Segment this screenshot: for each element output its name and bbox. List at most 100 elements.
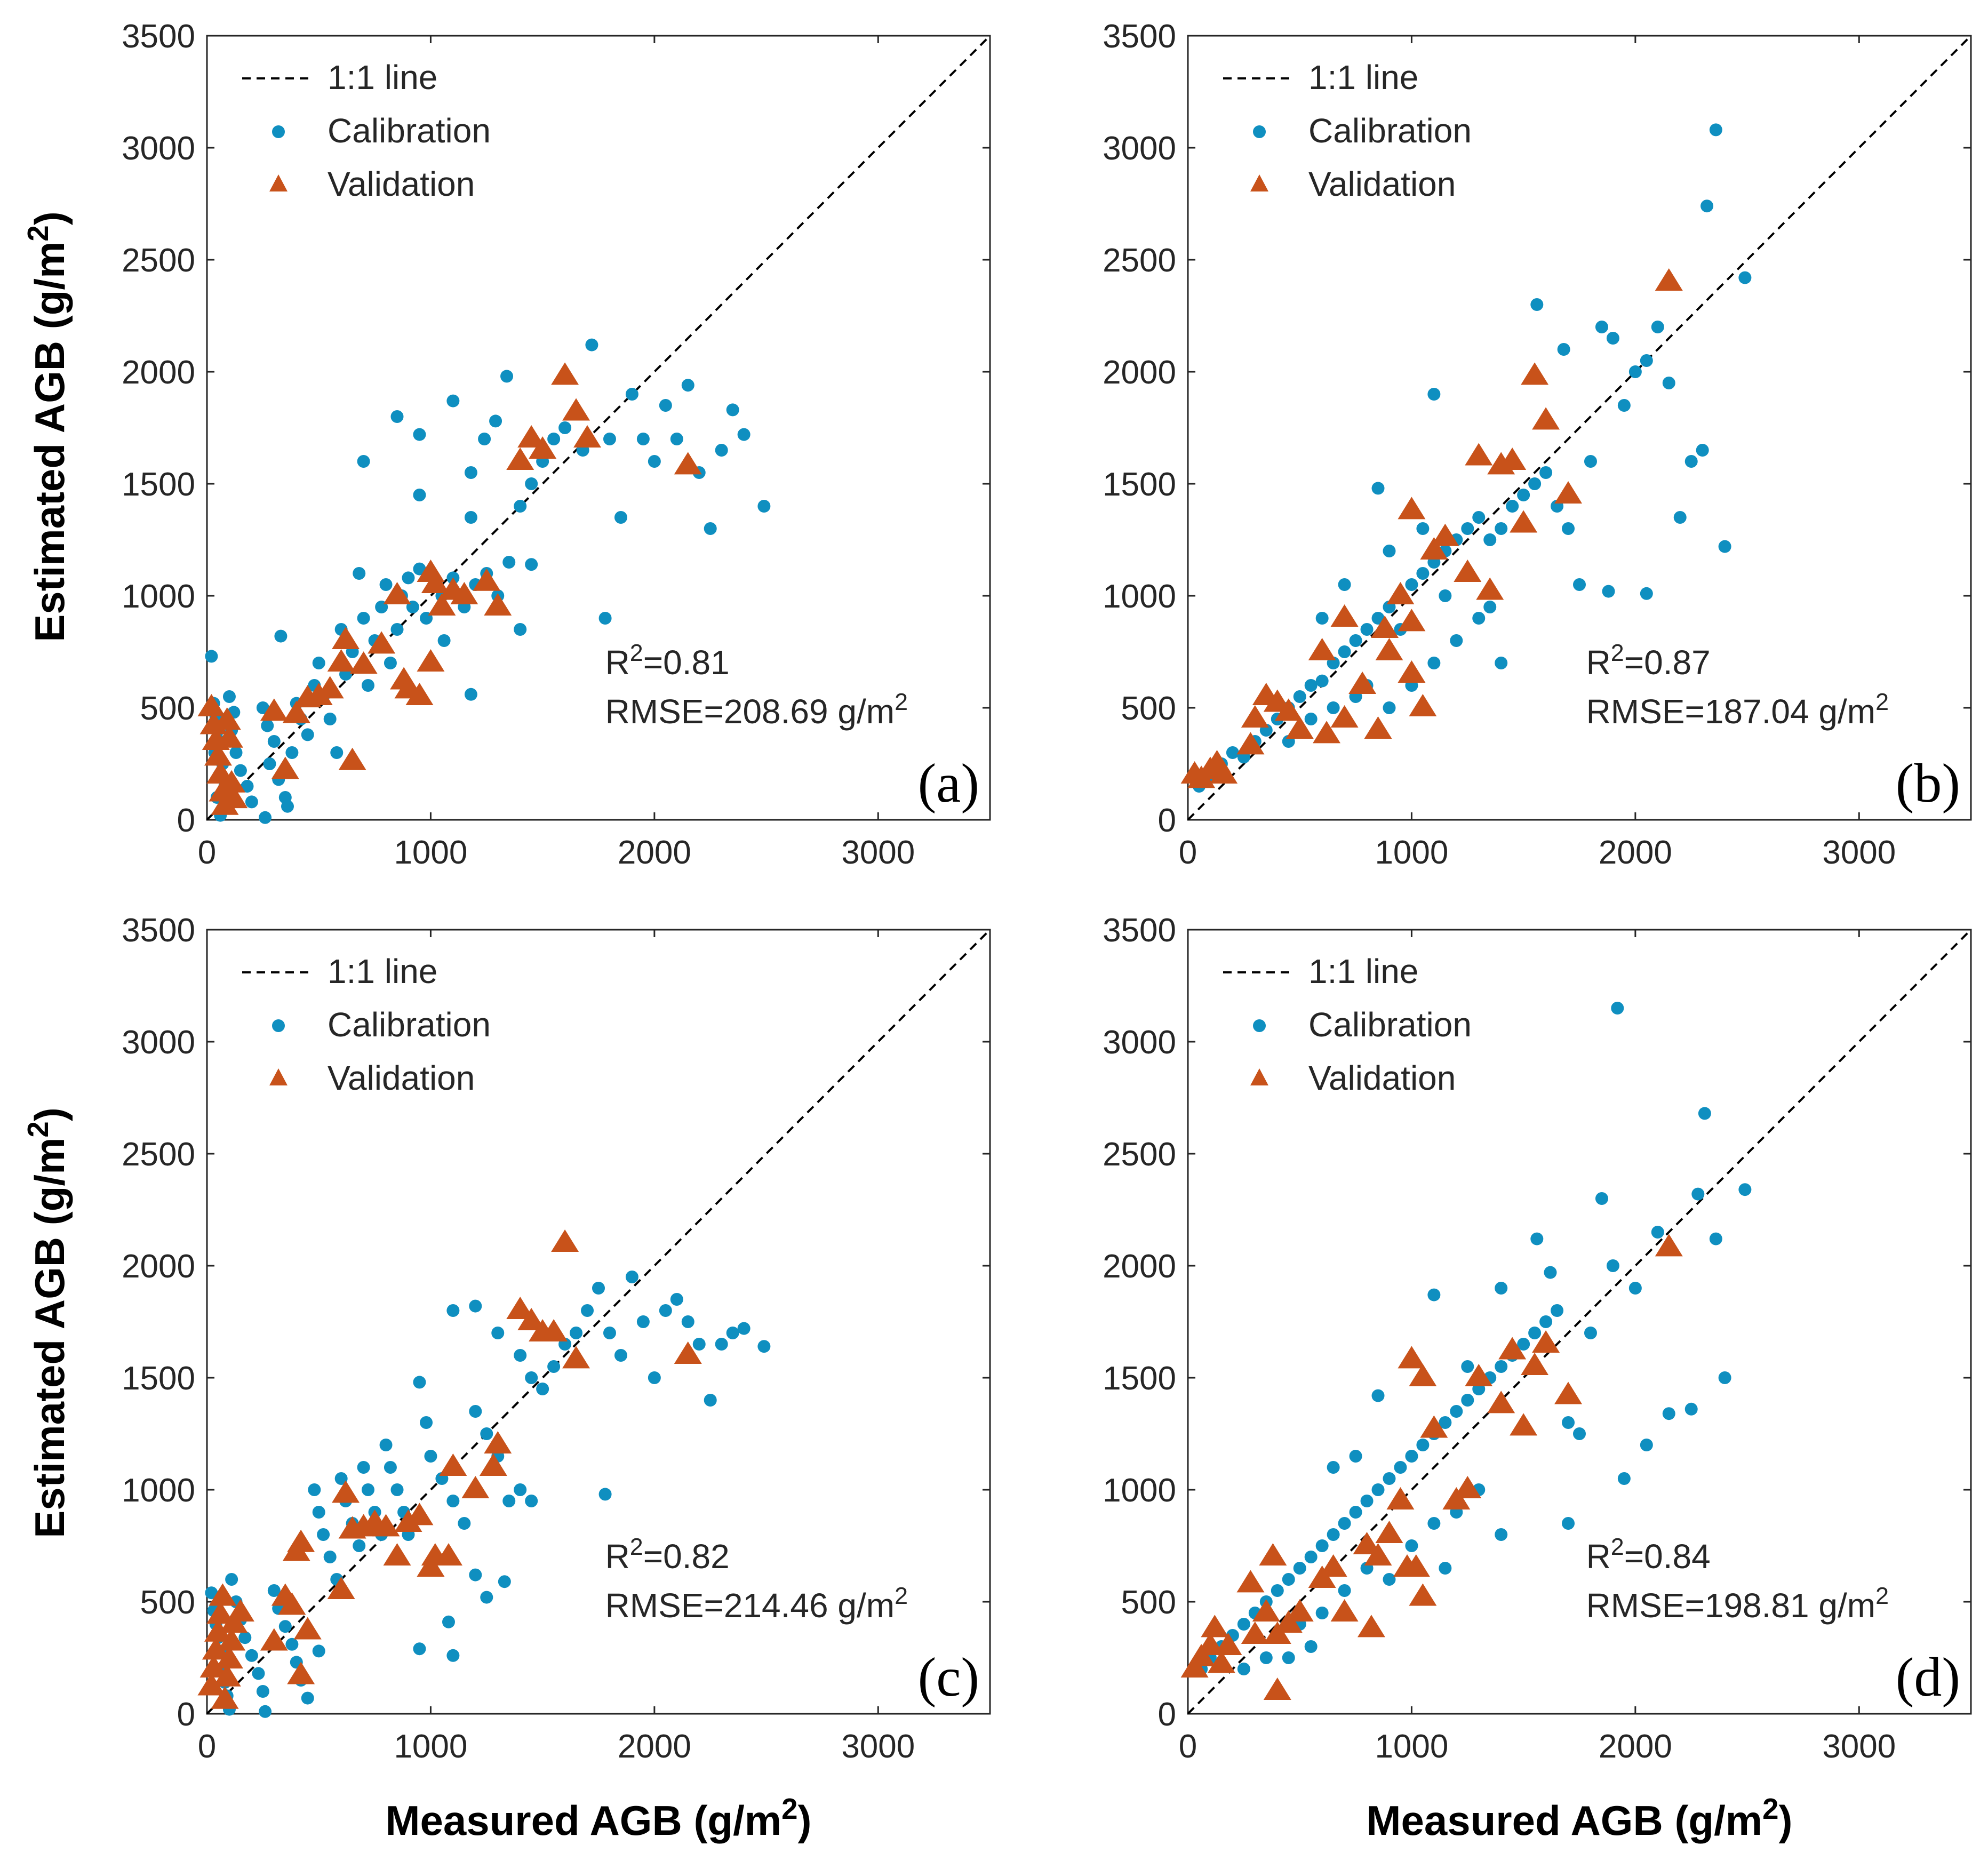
calibration-point [1495,522,1508,535]
calibration-point [281,800,294,813]
calibration-point [489,414,502,428]
calibration-point [205,1586,218,1600]
calibration-point [1662,1407,1675,1420]
validation-point [1353,1531,1381,1554]
validation-series [1180,1234,1683,1700]
calibration-point [1416,522,1430,535]
validation-point [211,1686,239,1709]
calibration-point [1461,522,1474,535]
x-tick-label: 3000 [1822,834,1896,871]
y-tick-label: 1500 [122,1360,195,1397]
validation-point [506,1296,534,1319]
x-tick-label: 0 [198,834,216,871]
legend-line-label: 1:1 line [328,58,437,97]
validation-point [1214,1632,1242,1655]
calibration-point [413,428,426,441]
legend-validation-swatch [1250,1068,1268,1085]
calibration-point [1394,1461,1407,1474]
calibration-point [229,746,243,759]
calibration-point [1450,1405,1463,1418]
calibration-point [514,623,527,636]
validation-point [383,1543,411,1566]
calibration-point [514,1483,527,1496]
validation-point [1398,609,1426,632]
validation-point [327,649,355,672]
calibration-point [1651,321,1664,333]
validation-point [1252,1599,1280,1622]
x-tick-label: 2000 [618,834,691,871]
calibration-point [424,1450,437,1463]
y-tick-label: 3000 [122,1024,195,1061]
validation-point [1375,637,1403,660]
validation-point [1521,1352,1549,1375]
calibration-point [469,1405,482,1418]
calibration-point [1349,634,1362,647]
validation-point [674,452,702,475]
validation-point [197,693,226,716]
calibration-point [1405,1450,1418,1463]
validation-point [562,398,590,421]
y-axis-title-top: Estimated AGB (g/m2) [22,211,74,642]
calibration-point [1282,1573,1295,1586]
validation-point [1263,1677,1291,1700]
y-tick-label: 1000 [1103,578,1176,615]
validation-point [1532,407,1560,430]
validation-point [213,1664,241,1687]
calibration-point [1495,1528,1508,1541]
calibration-point [1338,645,1351,658]
calibration-point [692,1338,706,1351]
y-tick-label: 3500 [1103,912,1176,949]
one-to-one-line [1187,929,1972,1715]
calibration-point [1416,567,1430,580]
calibration-point [267,735,281,748]
calibration-point [757,500,771,513]
calibration-point [1259,1651,1273,1664]
calibration-point [245,795,258,809]
calibration-point [525,1371,538,1384]
calibration-point [1237,1663,1250,1675]
calibration-point [1573,1427,1586,1440]
calibration-point [558,421,572,434]
calibration-point [1293,690,1306,703]
calibration-point [252,1667,265,1680]
calibration-point [261,719,274,732]
validation-point [405,682,434,705]
y-tick-label: 3000 [1103,130,1176,167]
calibration-point [413,562,426,576]
calibration-point [1718,1371,1731,1384]
calibration-point [498,1575,511,1588]
calibration-point [446,1649,460,1662]
validation-point [1398,660,1426,683]
validation-point [394,1509,422,1532]
validation-point [1308,637,1336,660]
calibration-point [1461,1360,1474,1373]
panel-a: 0 1000 2000 3000 0 500 1000 1500 2000 2500 3000 350… [122,18,991,871]
calibration-point [353,1539,366,1552]
calibration-point [1360,623,1374,636]
calibration-point [1517,489,1530,501]
validation-point [1476,577,1504,600]
calibration-point [478,433,491,445]
calibration-point [525,1495,538,1507]
calibration-point [1304,679,1318,692]
x-tick-label: 0 [198,1728,216,1765]
validation-point [282,700,310,723]
calibration-point [357,455,370,468]
y-tick-label: 2000 [1103,1248,1176,1285]
calibration-point [1483,533,1497,546]
validation-series [197,1229,702,1709]
validation-point [260,698,288,721]
validation-point [349,651,378,674]
calibration-point [222,690,236,703]
calibration-point [681,1315,694,1328]
validation-point [1236,732,1265,755]
calibration-point [1315,612,1329,625]
validation-point [434,1543,462,1566]
calibration-point [1427,1517,1441,1530]
panel-c: 0 1000 2000 3000 0 500 1000 1500 2000 2500 3000 350… [122,912,991,1765]
y-tick-label: 1500 [122,466,195,503]
calibration-point [1483,601,1497,613]
legend-calibration-label: Calibration [328,111,491,150]
validation-point [1348,671,1377,694]
calibration-point [256,1685,269,1698]
